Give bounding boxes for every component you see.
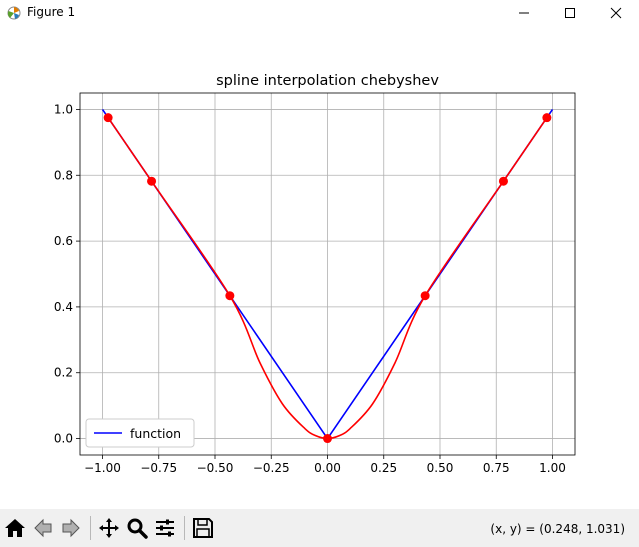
x-tick-label: −0.25: [253, 461, 290, 475]
pan-icon: [99, 518, 119, 538]
node-point: [225, 291, 235, 301]
back-icon: [34, 518, 52, 538]
legend-function-label: function: [130, 426, 181, 441]
x-tick-label: −0.50: [197, 461, 234, 475]
minimize-icon: [519, 12, 529, 13]
forward-button[interactable]: [58, 515, 84, 541]
forward-icon: [62, 518, 80, 538]
toolbar-separator: [184, 516, 185, 540]
y-tick-label: 0.8: [54, 168, 73, 182]
node-point: [323, 434, 332, 444]
back-button[interactable]: [30, 515, 56, 541]
node-point: [498, 176, 508, 186]
home-icon: [5, 519, 25, 537]
cursor-coordinates: (x, y) = (0.248, 1.031): [490, 522, 625, 536]
y-tick-label: 0.2: [54, 366, 73, 380]
figure-canvas[interactable]: −1.00 −0.75 −0.50 −0.25 0.00 0.25 0.50 0.75 1.00…: [0, 25, 639, 509]
y-tick-label: 0.4: [54, 300, 73, 314]
x-tick-label: −1.00: [84, 461, 121, 475]
maximize-icon: [565, 7, 575, 18]
window-title: Figure 1: [27, 5, 76, 19]
x-tick-label: 0.00: [314, 461, 341, 475]
minimize-button[interactable]: [501, 0, 547, 25]
zoom-button[interactable]: [124, 515, 150, 541]
zoom-icon: [127, 518, 148, 539]
save-icon: [193, 518, 213, 538]
maximize-button[interactable]: [547, 0, 593, 25]
y-tick-label: 0.0: [54, 432, 73, 446]
x-tick-label: −0.75: [140, 461, 177, 475]
close-button[interactable]: [593, 0, 639, 25]
y-tick-label: 1.0: [54, 102, 73, 116]
toolbar-separator: [90, 516, 91, 540]
y-tick-label: 0.6: [54, 234, 73, 248]
x-tick-label: 0.75: [483, 461, 510, 475]
save-button[interactable]: [190, 515, 216, 541]
x-tick-label: 0.25: [370, 461, 397, 475]
close-icon: [610, 7, 622, 18]
chart[interactable]: −1.00 −0.75 −0.50 −0.25 0.00 0.25 0.50 0.75 1.00…: [0, 25, 639, 509]
configure-subplots-button[interactable]: [152, 515, 178, 541]
x-tick-label: 0.50: [427, 461, 454, 475]
window-titlebar: Figure 1: [0, 0, 639, 25]
x-tick-label: 1.00: [539, 461, 566, 475]
chart-title: spline interpolation chebyshev: [216, 73, 439, 89]
navigation-toolbar: (x, y) = (0.248, 1.031): [0, 509, 639, 547]
node-point: [542, 113, 552, 123]
configure-subplots-icon: [156, 519, 174, 537]
legend-box: [85, 418, 195, 448]
node-point: [420, 291, 430, 301]
matplotlib-app-icon: [7, 6, 21, 20]
pan-button[interactable]: [96, 515, 122, 541]
node-point: [103, 113, 113, 123]
node-point: [147, 176, 157, 186]
home-button[interactable]: [2, 515, 28, 541]
